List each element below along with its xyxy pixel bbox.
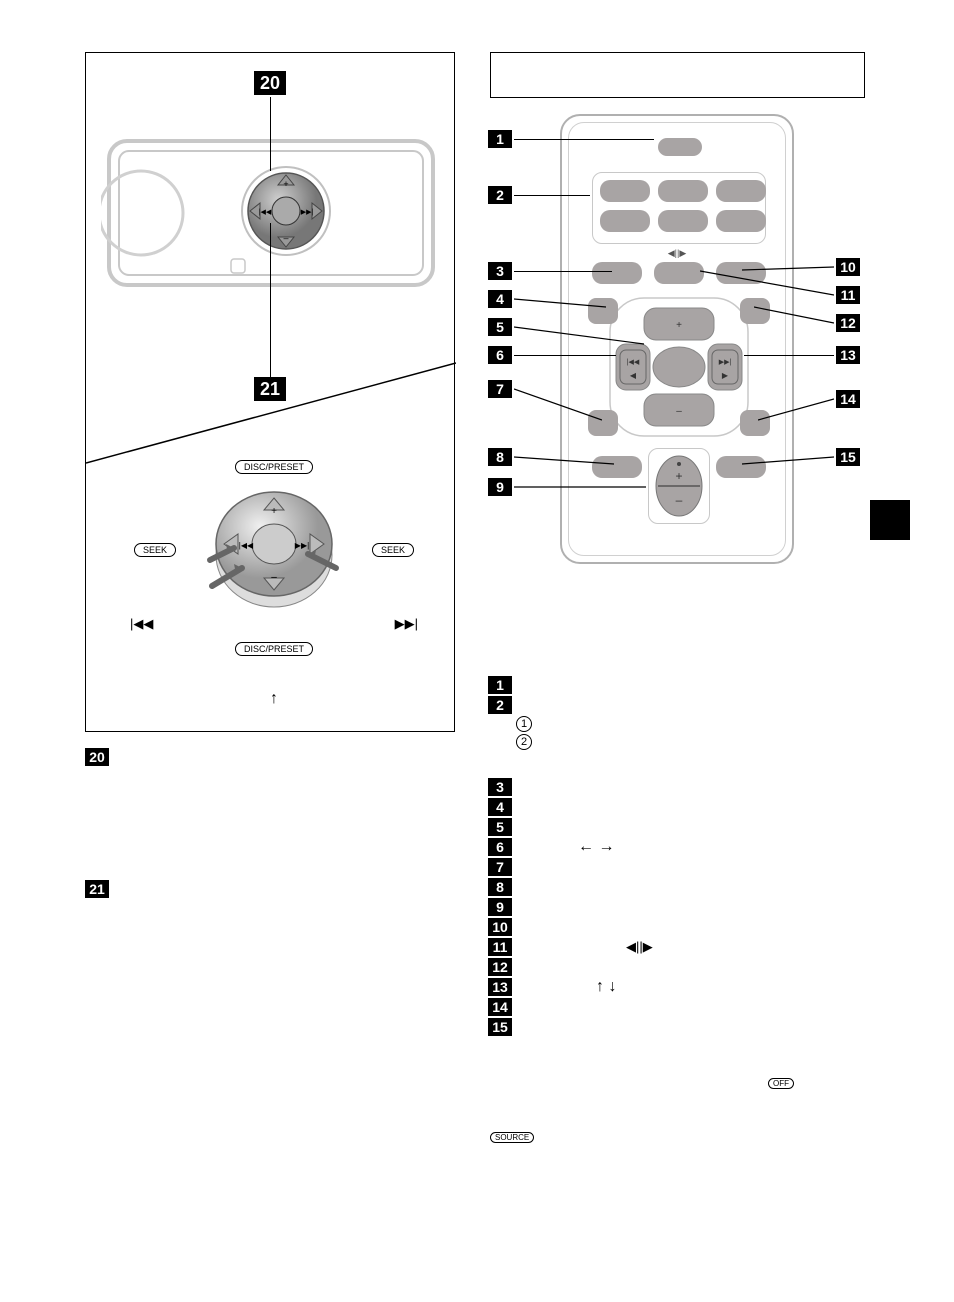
callout-7: 7 — [488, 380, 512, 398]
badge-21-container: 21 — [254, 377, 286, 401]
svg-text:–: – — [283, 233, 288, 243]
badge-21: 21 — [254, 377, 286, 401]
remote-btn-3 — [592, 262, 642, 284]
callout-6: 6 — [488, 346, 512, 364]
remote-btn-11 — [654, 262, 704, 284]
disc-preset-top: DISC/PRESET — [235, 460, 313, 474]
svg-text:–: – — [676, 493, 683, 507]
remote-numpad — [600, 180, 766, 232]
callout-12: 12 — [836, 314, 860, 332]
remote-btn-1 — [658, 138, 702, 156]
remote-dpad: + – |◀◀ ◀ ▶▶| ▶ — [606, 294, 752, 440]
svg-text:+: + — [283, 179, 288, 189]
side-tab — [870, 500, 910, 540]
badge-20: 20 — [254, 71, 286, 95]
leader-21 — [270, 223, 271, 377]
large-knob-diagram: DISC/PRESET SEEK + – |◀ — [134, 458, 414, 708]
off-label: OFF — [768, 1074, 794, 1089]
callout-14: 14 — [836, 390, 860, 408]
svg-text:▶: ▶ — [722, 371, 729, 380]
callout-5: 5 — [488, 318, 512, 336]
callout-3: 3 — [488, 262, 512, 280]
svg-text:+: + — [675, 469, 682, 483]
skip-next: ▶▶| — [395, 616, 418, 632]
up-arrow: ↑ — [134, 690, 414, 708]
leader-20 — [270, 97, 271, 171]
svg-text:–: – — [676, 406, 682, 417]
large-knob: + – |◀◀ ▶▶| — [204, 480, 344, 620]
disc-preset-bottom: DISC/PRESET — [235, 642, 313, 656]
badge-20-container: 20 — [254, 71, 286, 95]
seek-right: SEEK — [372, 543, 414, 557]
left-figure: + – |◀◀ ▶▶| 20 21 DISC/PRESET SEEK — [85, 52, 455, 732]
callout-8: 8 — [488, 448, 512, 466]
svg-text:◀: ◀ — [630, 371, 637, 380]
control-knob: + – |◀◀ ▶▶| — [236, 161, 336, 264]
svg-text:–: – — [271, 572, 277, 583]
seek-left: SEEK — [134, 543, 176, 557]
text-badge-21: 21 — [85, 880, 109, 898]
source-label: SOURCE — [490, 1128, 534, 1143]
svg-text:▶▶|: ▶▶| — [295, 541, 309, 550]
pause-icon-label: ◀||▶ — [562, 248, 792, 259]
callout-9: 9 — [488, 478, 512, 496]
svg-text:+: + — [271, 506, 277, 517]
svg-text:|◀◀: |◀◀ — [259, 209, 272, 216]
callout-15: 15 — [836, 448, 860, 466]
svg-text:+: + — [676, 320, 682, 331]
skip-prev: |◀◀ — [130, 616, 153, 632]
remote-header-box — [490, 52, 865, 98]
remote-vol: + – — [654, 454, 704, 521]
callout-1: 1 — [488, 130, 512, 148]
svg-text:|◀◀: |◀◀ — [627, 359, 640, 366]
callout-13: 13 — [836, 346, 860, 364]
svg-text:|◀◀: |◀◀ — [239, 541, 254, 550]
svg-text:▶▶|: ▶▶| — [719, 359, 732, 366]
callout-11: 11 — [836, 286, 860, 304]
callout-4: 4 — [488, 290, 512, 308]
text-badge-20: 20 — [85, 748, 109, 766]
svg-text:▶▶|: ▶▶| — [301, 209, 314, 216]
right-list: 1 2 1 2 3 4 5 6← → 7 8 9 10 11◀||▶ 12 13… — [488, 676, 868, 1038]
callout-10: 10 — [836, 258, 860, 276]
callout-2: 2 — [488, 186, 512, 204]
